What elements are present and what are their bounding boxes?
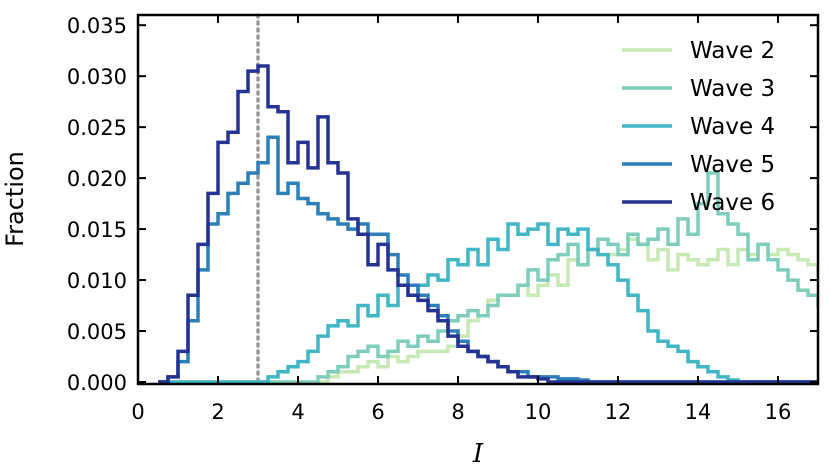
legend-label-wave-4: Wave 4 <box>690 114 775 140</box>
legend-label-wave-5: Wave 5 <box>690 152 775 178</box>
y-tick-label: 0.000 <box>67 371 127 395</box>
y-tick-label: 0.005 <box>67 320 127 344</box>
x-tick-label: 12 <box>605 400 632 424</box>
x-tick-label: 4 <box>291 400 304 424</box>
x-tick-label: 16 <box>765 400 792 424</box>
y-tick-label: 0.025 <box>67 116 127 140</box>
legend: Wave 2 Wave 3 Wave 4 Wave 5 Wave 6 <box>622 38 775 216</box>
series-line-wave-4 <box>158 222 818 384</box>
series-line-wave-6 <box>158 64 818 384</box>
x-tick-label: 2 <box>211 400 224 424</box>
x-axis-label: I <box>472 439 484 469</box>
y-tick-label: 0.020 <box>67 167 127 191</box>
y-tick-label: 0.035 <box>67 14 127 38</box>
x-tick-label: 8 <box>451 400 464 424</box>
legend-label-wave-2: Wave 2 <box>690 38 775 64</box>
y-tick-label: 0.015 <box>67 218 127 242</box>
y-axis-label: Fraction <box>1 151 29 247</box>
series-line-wave-3 <box>158 171 818 384</box>
x-tick-label: 0 <box>131 400 144 424</box>
x-tick-label: 6 <box>371 400 384 424</box>
legend-label-wave-6: Wave 6 <box>690 190 775 216</box>
plot-frame <box>136 13 820 386</box>
y-tick-label: 0.010 <box>67 269 127 293</box>
y-tick-label: 0.030 <box>67 65 127 89</box>
x-tick-label: 10 <box>525 400 552 424</box>
legend-label-wave-3: Wave 3 <box>690 76 775 102</box>
x-tick-label: 14 <box>685 400 712 424</box>
